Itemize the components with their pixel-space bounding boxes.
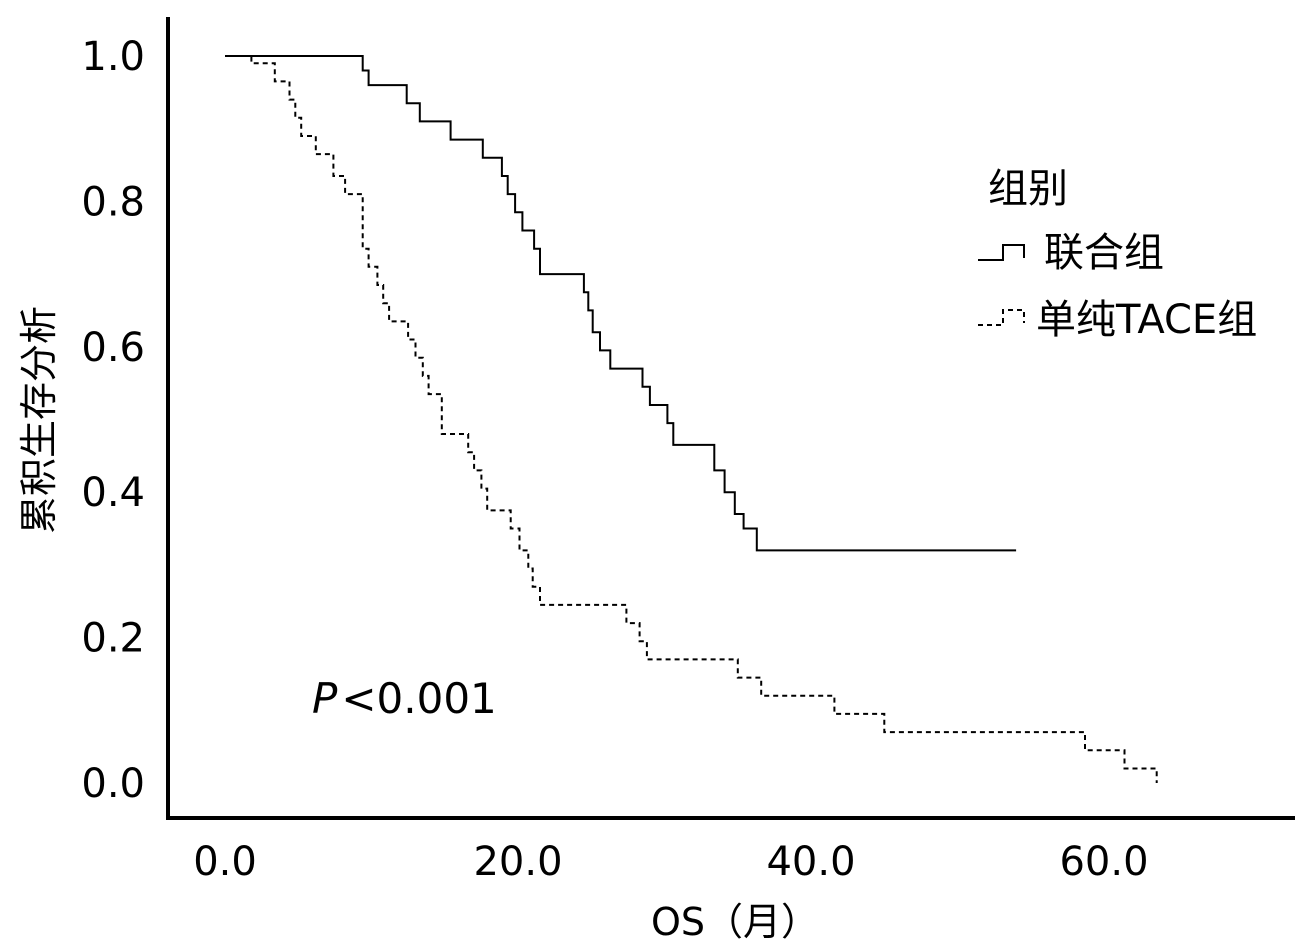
series-line-tace [225, 55, 1158, 783]
y-tick-label: 0.8 [81, 179, 145, 225]
legend: 组别 联合组 单纯TACE组 [978, 166, 1257, 343]
x-tick-label: 0.0 [193, 839, 257, 885]
legend-label-combined: 联合组 [1044, 230, 1164, 276]
y-tick-label: 0.6 [81, 325, 145, 371]
x-tick-label: 20.0 [473, 839, 562, 885]
p-value-text: <0.001 [341, 674, 496, 723]
x-tick-label: 60.0 [1059, 839, 1148, 885]
y-tick-label: 0.2 [81, 616, 145, 662]
x-tick-label: 40.0 [766, 839, 855, 885]
x-axis-title: OS（月） [651, 900, 819, 944]
y-axis-title: 累积生存分析 [17, 306, 61, 534]
p-value-annotation: P<0.001 [312, 674, 497, 723]
y-tick-label: 0.4 [81, 470, 145, 516]
y-tick-labels: 0.0 0.2 0.4 0.6 0.8 1.0 [81, 34, 145, 807]
x-tick-labels: 0.0 20.0 40.0 60.0 [193, 839, 1148, 885]
legend-swatch-dashed [978, 309, 1025, 326]
p-value-italic-p: P [312, 674, 338, 723]
legend-swatch-solid [978, 244, 1025, 261]
y-tick-label: 0.0 [81, 761, 145, 807]
survival-curves [225, 55, 1158, 783]
legend-title: 组别 [988, 166, 1068, 212]
y-tick-label: 1.0 [81, 34, 145, 80]
series-line-combined [225, 55, 1017, 552]
legend-label-tace: 单纯TACE组 [1036, 297, 1257, 343]
